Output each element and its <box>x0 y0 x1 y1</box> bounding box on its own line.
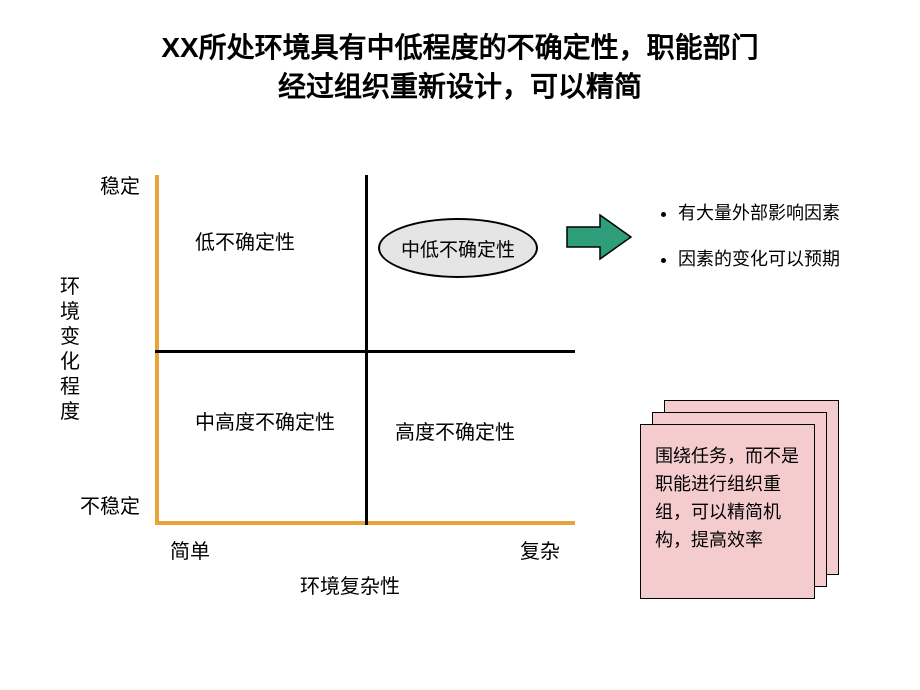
quadrant-top-left-label: 低不确定性 <box>195 230 295 256</box>
quadrant-bottom-left-label: 中高度不确定性 <box>195 410 335 436</box>
vertical-divider <box>365 175 368 525</box>
x-axis-left-label: 简单 <box>170 535 210 564</box>
quadrant-bottom-right-label: 高度不确定性 <box>395 420 515 446</box>
note-sheet-front: 围绕任务，而不是职能进行组织重组，可以精简机构，提高效率 <box>640 424 815 599</box>
bullet-item-2: 因素的变化可以预期 <box>678 246 840 272</box>
slide-title: XX所处环境具有中低程度的不确定性，职能部门 经过组织重新设计，可以精简 <box>0 28 920 106</box>
x-axis-title: 环境复杂性 <box>300 570 400 599</box>
y-axis-top-label: 稳定 <box>100 170 140 199</box>
highlight-ellipse: 中低不确定性 <box>378 218 538 278</box>
arrow-icon <box>565 212 635 262</box>
bullet-list: 有大量外部影响因素 因素的变化可以预期 <box>660 200 840 292</box>
note-stack: 围绕任务，而不是职能进行组织重组，可以精简机构，提高效率 <box>640 400 850 600</box>
note-text: 围绕任务，而不是职能进行组织重组，可以精简机构，提高效率 <box>655 443 800 555</box>
y-axis-title: 环境变化程度 <box>60 275 80 425</box>
y-axis-bottom-label: 不稳定 <box>80 490 140 519</box>
title-line-1: XX所处环境具有中低程度的不确定性，职能部门 <box>161 32 758 63</box>
x-axis-right-label: 复杂 <box>520 535 560 564</box>
bullet-item-1: 有大量外部影响因素 <box>678 200 840 226</box>
title-line-2: 经过组织重新设计，可以精简 <box>278 71 642 102</box>
ellipse-label: 中低不确定性 <box>401 235 515 262</box>
